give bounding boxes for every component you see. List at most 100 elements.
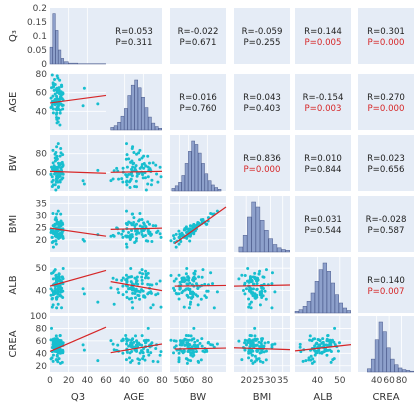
scatter-point	[298, 345, 302, 349]
y-tick-label: 40	[36, 107, 48, 117]
scatter-point	[109, 286, 113, 290]
scatter-point	[146, 154, 150, 158]
scatter-point	[331, 358, 335, 362]
histogram-bar	[191, 140, 195, 192]
scatter-point	[54, 166, 58, 170]
scatter-point	[52, 224, 56, 228]
histogram-bar	[148, 116, 152, 131]
histogram-bar	[242, 235, 248, 253]
scatter-point	[54, 188, 58, 192]
panel-AGE-CREA	[358, 74, 414, 130]
scatter-point	[209, 343, 213, 347]
histogram-bar	[378, 321, 383, 373]
scatter-point	[53, 152, 57, 156]
scatter-point	[196, 287, 200, 291]
scatter-point	[326, 334, 330, 338]
scatter-point	[54, 239, 58, 243]
scatter-point	[149, 351, 153, 355]
scatter-point	[125, 175, 129, 179]
scatter-point	[247, 305, 251, 309]
y-tick-label: 40	[36, 287, 48, 297]
scatter-point	[326, 339, 330, 343]
scatter-point	[188, 224, 192, 228]
y-tick-label: 0.05	[27, 46, 47, 56]
scatter-point	[57, 272, 61, 276]
scatter-point	[142, 339, 146, 343]
scatter-point	[61, 103, 65, 107]
scatter-point	[141, 351, 145, 355]
scatter-point	[240, 358, 244, 362]
scatter-point	[125, 245, 129, 249]
scatter-point	[128, 185, 132, 189]
scatter-point	[144, 239, 148, 243]
scatter-CREA-vs-BMI	[237, 326, 277, 365]
scatter-point	[55, 212, 59, 216]
scatter-point	[59, 212, 63, 216]
scatter-point	[143, 276, 147, 280]
histogram-bar	[294, 311, 299, 314]
scatter-point	[55, 157, 59, 161]
scatter-point	[249, 290, 253, 294]
scatter-point	[255, 288, 259, 292]
scatter-point	[193, 224, 197, 228]
scatter-point	[55, 291, 59, 295]
scatter-point	[188, 239, 192, 243]
panel-AGE-ALB	[295, 74, 351, 130]
scatter-point	[149, 233, 153, 237]
scatter-point	[111, 342, 115, 346]
x-tick-label: 80	[156, 376, 168, 386]
histogram-bar	[394, 364, 399, 373]
scatter-point	[215, 290, 219, 294]
scatter-point	[54, 278, 58, 282]
scatter-point	[55, 353, 59, 357]
scatter-point	[58, 111, 62, 115]
correlation-p: P=0.005	[305, 38, 342, 48]
scatter-point	[128, 351, 132, 355]
scatter-point	[185, 267, 189, 271]
scatter-point	[186, 287, 190, 291]
scatter-point	[299, 350, 303, 354]
scatter-point	[196, 222, 200, 226]
scatter-point	[59, 222, 63, 226]
x-tick-label: 20	[63, 376, 75, 386]
scatter-point	[209, 212, 213, 216]
scatter-point	[209, 271, 213, 275]
scatter-point	[109, 339, 113, 343]
scatter-point	[125, 209, 129, 213]
panel-Q3-CREA	[358, 8, 414, 64]
y-tick-label: 60	[36, 89, 48, 99]
scatter-point	[200, 344, 204, 348]
scatter-point	[196, 339, 200, 343]
histogram-bar	[141, 96, 145, 131]
y-axis-label-ALB: ALB	[8, 275, 19, 294]
scatter-point	[194, 282, 198, 286]
scatter-point	[194, 349, 198, 353]
scatter-point	[138, 148, 142, 152]
panel-AGE-BW	[170, 74, 226, 130]
histogram-bar	[204, 173, 209, 192]
scatter-point	[337, 341, 341, 345]
scatter-point	[130, 159, 134, 163]
histogram-bar	[281, 249, 286, 253]
scatter-point	[120, 278, 124, 282]
scatter-point	[328, 348, 332, 352]
scatter-point	[174, 291, 178, 295]
scatter-point	[264, 297, 268, 301]
scatter-point	[50, 73, 54, 77]
scatter-point	[253, 343, 257, 347]
scatter-point	[192, 275, 196, 279]
scatter-point	[253, 326, 257, 330]
scatter-point	[142, 222, 146, 226]
scatter-point	[317, 348, 321, 352]
scatter-point	[311, 357, 315, 361]
scatter-point	[124, 157, 128, 161]
scatter-point	[255, 348, 259, 352]
histogram-bar	[346, 310, 351, 314]
scatter-point	[81, 179, 85, 183]
scatter-point	[249, 306, 253, 310]
histogram-bar	[130, 84, 135, 131]
histogram-bar	[184, 163, 189, 192]
scatter-point	[141, 176, 145, 180]
scatter-point	[96, 359, 100, 363]
scatter-point	[248, 345, 252, 349]
